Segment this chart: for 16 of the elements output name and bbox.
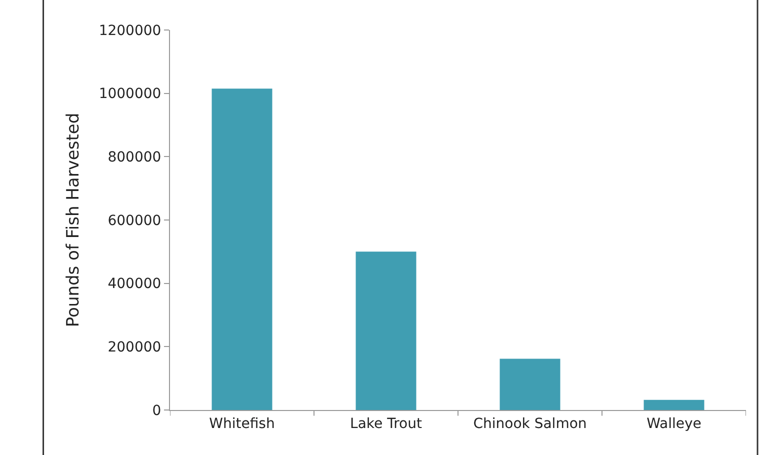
y-tick-label: 1200000 bbox=[98, 22, 162, 39]
y-tick-label: 800000 bbox=[108, 150, 162, 166]
y-tick-label: 200000 bbox=[108, 340, 162, 356]
y-tick-label: 1000000 bbox=[98, 86, 162, 102]
y-tick-label: 400000 bbox=[108, 276, 162, 292]
y-tick-label: 0 bbox=[152, 402, 162, 419]
x-tick-label: Whitefish bbox=[209, 416, 275, 432]
bar bbox=[356, 252, 416, 410]
bar bbox=[500, 358, 560, 410]
y-axis-title: Pounds of Fish Harvested bbox=[63, 112, 84, 328]
x-tick-label: Lake Trout bbox=[350, 416, 422, 432]
bar bbox=[212, 88, 272, 410]
x-tick-label: Chinook Salmon bbox=[473, 416, 587, 432]
bar bbox=[644, 400, 704, 410]
y-tick-label: 600000 bbox=[108, 212, 162, 229]
x-tick-label: Walleye bbox=[646, 416, 702, 432]
